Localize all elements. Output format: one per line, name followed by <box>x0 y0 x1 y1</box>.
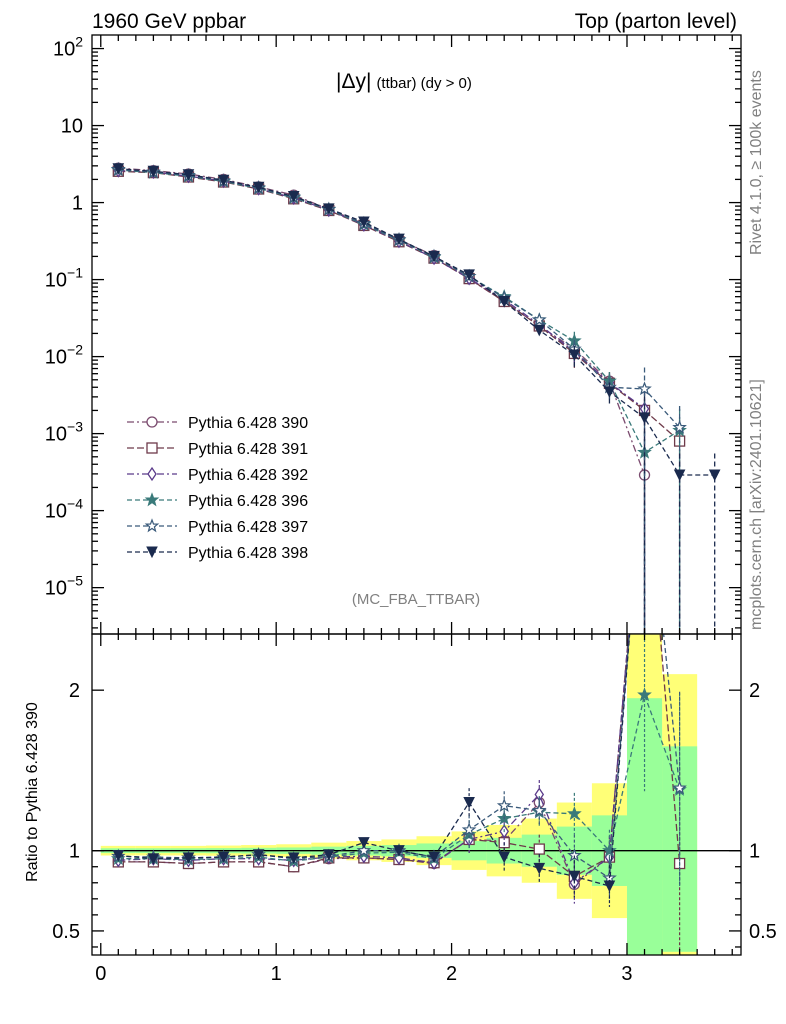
data-point <box>217 174 230 187</box>
ratio-y-axis-label: Ratio to Pythia 6.428 390 <box>24 702 41 882</box>
ratio-point <box>147 853 160 865</box>
x-tick-label: 1 <box>271 963 282 985</box>
ratio-point <box>182 852 195 865</box>
analysis-label: (MC_FBA_TTBAR) <box>352 591 480 608</box>
main-y-tick-label: 10−3 <box>45 419 83 446</box>
ratio-point <box>112 849 125 862</box>
ratio-point <box>637 687 652 702</box>
legend-entry: Pythia 6.428 392 <box>127 466 308 484</box>
legend: Pythia 6.428 390 Pythia 6.428 391 Pythia 6… <box>127 415 308 562</box>
data-point <box>182 169 195 181</box>
data-point <box>637 381 652 396</box>
data-point <box>112 163 125 175</box>
data-point <box>673 469 686 482</box>
header-right-label: Top (parton level) <box>575 10 737 33</box>
ratio-y-tick-label: 2 <box>69 680 80 702</box>
ratio-point <box>531 802 547 817</box>
ratio-point <box>602 842 617 857</box>
legend-marker <box>146 416 158 428</box>
legend-marker <box>144 518 160 533</box>
ratio-point <box>393 845 405 857</box>
ratio-y-tick-label-right: 0.5 <box>749 921 777 943</box>
main-plot-panel: 102 10 1 10−1 10−2 10−3 10−4 10−5 |Δy| (ttbar) (… <box>45 34 742 635</box>
plot-title-sub: (ttbar) (dy > 0) <box>376 75 471 92</box>
ratio-y-tick-label: 1 <box>69 841 80 863</box>
ratio-plot-panel: 0.5 0.5 1 1 2 2 0 1 2 3 Ratio to Pythia 6.428 39… <box>24 633 777 985</box>
ratio-point <box>461 822 477 837</box>
ratio-point <box>463 797 475 809</box>
data-point <box>287 190 300 203</box>
data-point <box>708 469 721 482</box>
main-y-tick-label: 10−5 <box>45 573 83 600</box>
ratio-y-tick-label-right: 1 <box>749 841 760 863</box>
legend-marker <box>144 492 160 507</box>
main-y-tick-label: 1 <box>72 193 83 215</box>
rivet-version-label: Rivet 4.1.0, ≥ 100k events <box>748 70 765 255</box>
data-point <box>533 324 546 337</box>
ratio-series-Pythia-6428-398 <box>112 634 631 907</box>
legend-label: Pythia 6.428 392 <box>188 467 308 484</box>
series-line <box>118 168 715 476</box>
legend-label: Pythia 6.428 391 <box>188 441 308 458</box>
data-point <box>672 419 687 434</box>
ratio-y-tick-label-right: 2 <box>749 680 760 702</box>
ratio-point <box>603 880 616 893</box>
ratio-point <box>428 851 440 864</box>
data-point <box>252 181 265 194</box>
data-point <box>358 216 370 229</box>
data-point <box>322 203 335 215</box>
series-Pythia-6428-398 <box>112 163 721 634</box>
ratio-point <box>498 851 511 864</box>
ratio-point <box>252 849 265 861</box>
legend-entry: Pythia 6.428 391 <box>127 441 308 458</box>
data-point <box>603 386 616 398</box>
legend-label: Pythia 6.428 397 <box>188 519 308 536</box>
ratio-point <box>533 862 546 875</box>
data-point <box>428 250 440 263</box>
ratio-y-tick-label: 0.5 <box>52 921 80 943</box>
x-tick-label: 3 <box>621 963 632 985</box>
data-point <box>531 312 547 327</box>
legend-entry: Pythia 6.428 398 <box>127 545 308 562</box>
x-tick-label: 2 <box>446 963 457 985</box>
main-y-tick-label: 10−4 <box>45 496 83 523</box>
ratio-line <box>118 634 631 887</box>
ratio-point <box>287 852 300 865</box>
main-y-tick-label: 10−2 <box>45 342 83 369</box>
legend-label: Pythia 6.428 396 <box>188 493 308 510</box>
legend-entry: Pythia 6.428 397 <box>127 518 308 536</box>
ratio-point <box>356 843 372 857</box>
x-tick-label: 0 <box>95 963 106 985</box>
legend-marker <box>146 546 158 559</box>
mcplots-label: mcplots.cern.ch [arXiv:2401.10621] <box>748 379 765 630</box>
data-point <box>147 165 160 178</box>
plot-title: |Δy| (ttbar) (dy > 0) <box>336 70 472 93</box>
legend-marker <box>147 466 157 482</box>
ratio-point <box>217 851 230 864</box>
main-y-tick-label: 102 <box>53 34 83 61</box>
ratio-point <box>533 843 545 855</box>
legend-label: Pythia 6.428 390 <box>188 415 308 432</box>
data-point <box>463 269 475 282</box>
ratio-point <box>358 837 370 849</box>
plot-title-main: |Δy| <box>336 70 371 93</box>
legend-entry: Pythia 6.428 390 <box>127 415 308 432</box>
legend-marker <box>146 442 158 454</box>
legend-label: Pythia 6.428 398 <box>188 545 308 562</box>
ratio-point <box>567 806 582 820</box>
data-point <box>498 295 511 308</box>
ratio-point <box>568 870 581 883</box>
data-point <box>568 349 581 362</box>
header-left-label: 1960 GeV ppbar <box>92 10 246 33</box>
data-point <box>638 412 651 425</box>
legend-entry: Pythia 6.428 396 <box>127 492 308 510</box>
main-y-tick-label: 10 <box>61 116 83 138</box>
main-y-tick-label: 10−1 <box>45 265 83 292</box>
ratio-point <box>322 849 335 861</box>
data-point <box>393 233 405 246</box>
ratio-point <box>496 797 512 812</box>
ratio-point <box>672 780 687 795</box>
